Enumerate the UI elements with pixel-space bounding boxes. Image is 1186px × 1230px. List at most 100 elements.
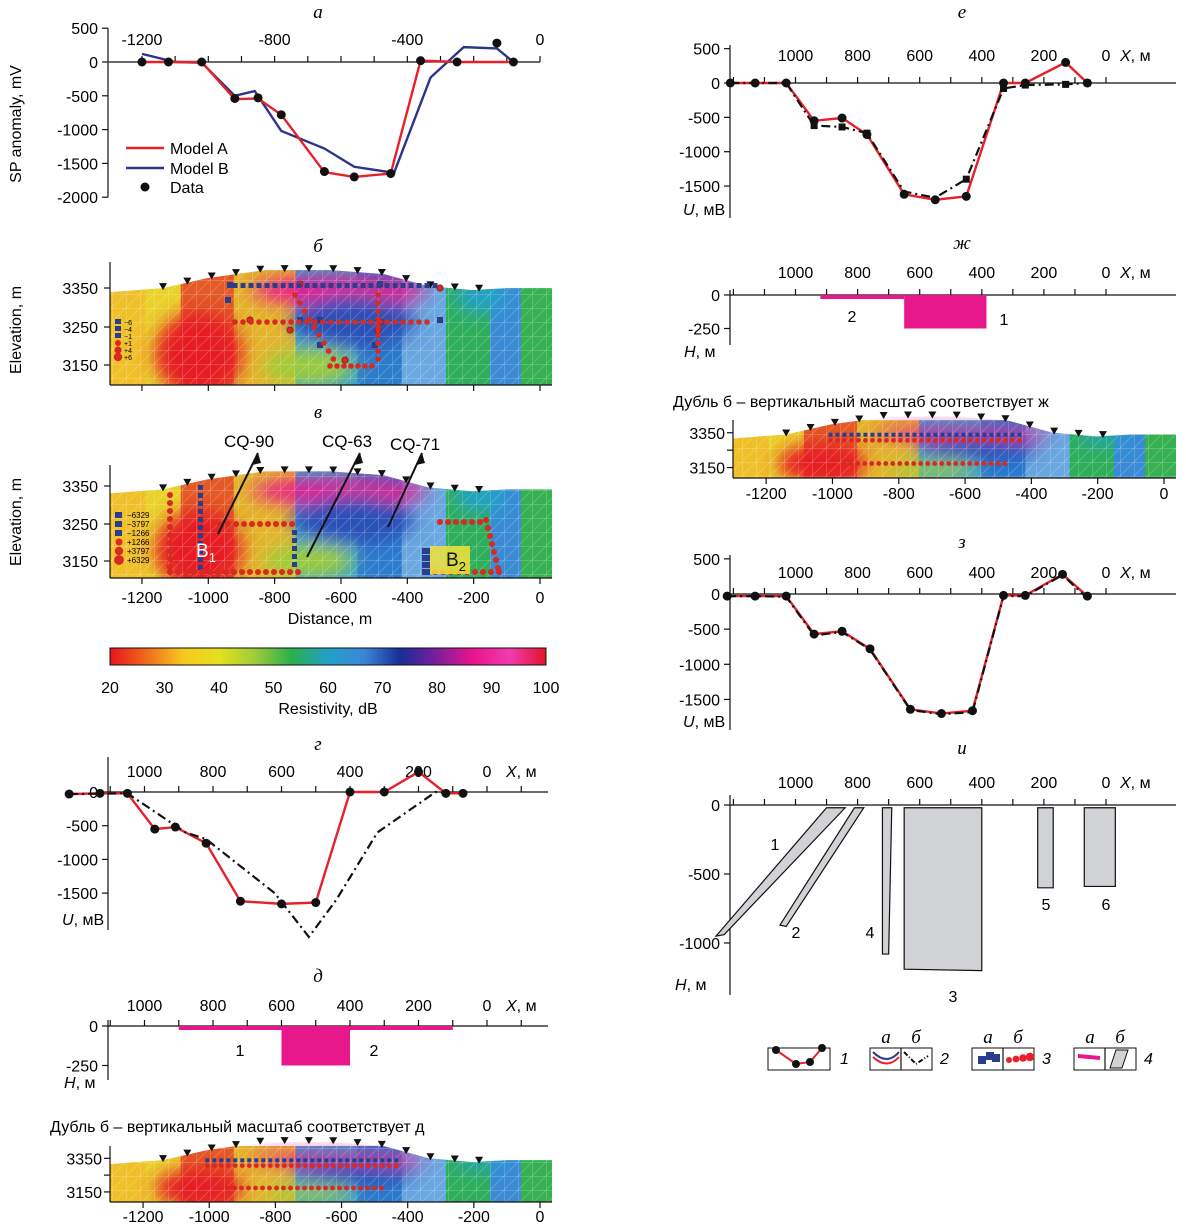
station-marker — [952, 411, 961, 419]
data-point — [781, 78, 791, 88]
y-axis-unit: , мВ — [695, 202, 726, 219]
source-element — [317, 342, 323, 348]
station-marker — [304, 466, 313, 474]
source-element — [400, 319, 406, 325]
data-square — [1062, 80, 1070, 88]
source-element — [328, 319, 334, 325]
data-point — [253, 93, 263, 103]
y-tick-label: 3350 — [62, 479, 98, 496]
station-marker — [256, 466, 265, 474]
source-element — [316, 332, 322, 338]
legend-circle — [115, 538, 123, 546]
legend-value: −3797 — [127, 520, 150, 529]
key-number: 2 — [939, 1051, 949, 1068]
y-axis-symbol: H — [684, 344, 696, 361]
x-tick-label: 400 — [968, 265, 995, 282]
source-element — [292, 292, 298, 298]
series-dashdot-line — [730, 81, 1088, 199]
body-label: 2 — [792, 925, 801, 942]
source-element — [310, 1158, 315, 1163]
source-element — [939, 461, 945, 466]
station-marker — [1050, 427, 1059, 435]
source-element — [317, 317, 323, 323]
x-tick-label: 1000 — [778, 48, 814, 65]
x-axis-unit: , м — [1131, 48, 1151, 65]
x-axis-symbol: X — [505, 764, 518, 781]
x-tick-label: 600 — [268, 764, 295, 781]
x-tick-label: -400 — [1015, 486, 1047, 503]
body-label: 2 — [370, 1043, 379, 1060]
x-tick-label: 400 — [968, 775, 995, 792]
data-point — [416, 56, 426, 66]
x-axis-name: X, м — [1119, 265, 1151, 282]
y-axis-unit: , м — [76, 1075, 96, 1092]
y-tick-label: 3250 — [62, 517, 98, 534]
source-element — [483, 517, 489, 523]
x-tick-label: -1200 — [121, 32, 162, 49]
source-element — [232, 1185, 237, 1191]
source-element — [198, 525, 203, 530]
source-element — [1003, 437, 1008, 443]
source-element — [336, 319, 342, 325]
source-element — [905, 437, 910, 443]
y-tick-label: -250 — [688, 322, 720, 339]
source-element — [316, 1185, 321, 1191]
source-element — [247, 1158, 252, 1163]
source-element — [253, 1163, 259, 1168]
data-point — [809, 116, 819, 126]
x-tick-label: 200 — [405, 998, 432, 1015]
legend-label: Model A — [170, 141, 228, 158]
source-element — [424, 319, 430, 325]
source-element — [183, 569, 189, 575]
source-element — [323, 1163, 329, 1168]
x-tick-label: 0 — [536, 32, 545, 49]
legend-circle — [114, 546, 124, 556]
source-element — [263, 569, 269, 575]
source-element — [267, 1185, 272, 1191]
station-marker — [450, 1155, 459, 1163]
source-element — [954, 437, 959, 443]
source-element — [218, 1185, 223, 1191]
source-element — [408, 319, 414, 325]
y-axis-name: U, мВ — [683, 202, 725, 219]
data-point — [837, 113, 847, 123]
data-point — [452, 57, 462, 67]
section-b — [110, 265, 552, 385]
source-legend: −6329−3797−1266+1266+3797+6329 — [114, 511, 150, 565]
y-axis-title: Elevation, m — [8, 478, 25, 566]
data-square — [962, 175, 970, 183]
station-marker — [475, 1156, 484, 1164]
key-dot — [818, 1044, 826, 1052]
data-point — [809, 629, 819, 639]
y-axis-name: U, мВ — [683, 714, 725, 731]
x-tick-label: 800 — [844, 48, 871, 65]
source-element — [268, 1158, 273, 1163]
source-element — [373, 1158, 378, 1163]
station-marker — [304, 265, 313, 273]
body-2 — [820, 295, 905, 299]
source-element — [375, 308, 381, 314]
station-marker — [830, 418, 839, 426]
source-element — [940, 437, 945, 443]
data-point — [379, 787, 389, 797]
body-label: 1 — [771, 837, 780, 854]
legend-value: −1 — [124, 334, 132, 341]
legend: Model A Model B Data — [126, 141, 229, 197]
x-tick-label: 200 — [1031, 265, 1058, 282]
source-element — [400, 283, 406, 288]
panel-label: д — [313, 966, 323, 987]
x-tick-label: -400 — [391, 590, 423, 607]
source-element — [225, 297, 231, 303]
source-element — [273, 521, 279, 527]
legend-value: +1 — [124, 341, 132, 348]
body-label: 3 — [949, 989, 958, 1006]
station-marker — [475, 284, 484, 292]
series-model-a — [141, 59, 514, 179]
series-dashdot-line — [69, 790, 450, 939]
x-tick-label: -1000 — [812, 486, 853, 503]
source-element — [198, 517, 203, 522]
station-marker — [183, 277, 192, 285]
x-axis-name: X, м — [505, 764, 537, 781]
source-element — [323, 1185, 328, 1191]
source-element — [261, 1158, 266, 1163]
